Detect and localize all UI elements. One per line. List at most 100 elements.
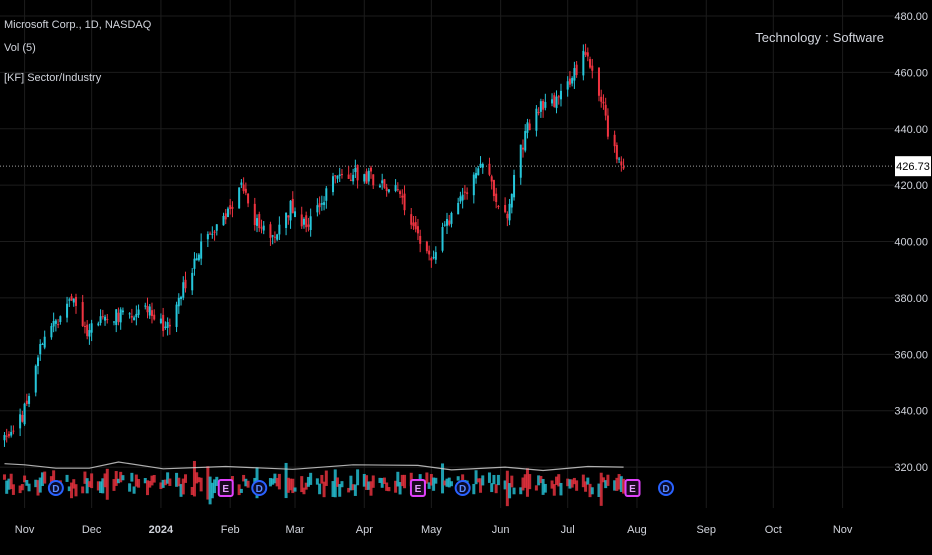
dividend-marker[interactable]: D: [251, 480, 268, 496]
candle: [410, 207, 413, 230]
dividend-marker[interactable]: D: [454, 480, 471, 496]
volume-bar: [418, 474, 422, 482]
candle-body: [318, 203, 321, 208]
volume-bar: [197, 477, 201, 483]
candle: [528, 119, 531, 131]
volume-bar: [128, 483, 132, 492]
candle: [544, 93, 547, 111]
earnings-marker[interactable]: E: [217, 479, 234, 497]
price-tick-label: 460.00: [894, 67, 928, 79]
candle-body: [365, 171, 368, 184]
volume-bar: [11, 484, 15, 495]
candle: [443, 221, 446, 227]
candle-body: [383, 179, 386, 188]
price-tick-label: 420.00: [894, 180, 928, 192]
price-tick-label: 440.00: [894, 124, 928, 136]
candle-body: [25, 400, 28, 404]
candle-body: [309, 216, 312, 231]
candle: [164, 321, 167, 330]
candle-body: [387, 189, 390, 192]
candle-body: [508, 203, 511, 221]
volume-bar: [175, 472, 179, 487]
volume-bar: [403, 474, 407, 489]
volume-bar: [606, 474, 610, 486]
candle-body: [591, 65, 594, 71]
candle: [365, 168, 368, 184]
candle-body: [206, 234, 209, 240]
candle-body: [276, 234, 279, 240]
symbol-legend[interactable]: Microsoft Corp., 1D, NASDAQ: [4, 19, 152, 31]
candle: [387, 189, 390, 194]
candle-body: [150, 310, 153, 317]
candle-body: [537, 111, 540, 114]
volume-bar: [103, 473, 107, 488]
candle-body: [269, 224, 272, 238]
candle: [146, 297, 149, 319]
volume-legend[interactable]: Vol (5): [4, 42, 36, 54]
candle-body: [146, 306, 149, 313]
volume-bar: [570, 479, 574, 488]
candle: [316, 198, 319, 217]
volume-bar: [18, 485, 22, 494]
volume-bar: [432, 477, 436, 491]
candle-body: [99, 316, 102, 323]
candle-body: [463, 191, 466, 193]
earnings-marker[interactable]: E: [409, 479, 426, 497]
earnings-marker[interactable]: E: [624, 479, 641, 497]
candle-body: [497, 205, 500, 207]
candle: [537, 107, 540, 116]
candle: [481, 162, 484, 174]
volume-bar: [351, 484, 355, 491]
candle-body: [177, 297, 180, 307]
candle-body: [115, 309, 118, 325]
volume-bar: [215, 476, 219, 486]
candle: [338, 167, 341, 182]
candle-body: [443, 224, 446, 226]
candle: [269, 221, 272, 246]
volume-bar: [347, 487, 351, 493]
candle: [206, 231, 209, 248]
marker-label: D: [662, 484, 669, 495]
candlestick-plot: D D D DE E E: [0, 0, 894, 508]
candle-body: [381, 180, 384, 184]
candle-body: [12, 430, 15, 432]
candle-body: [336, 175, 339, 179]
time-axis[interactable]: Nov Dec 2024 Feb Mar Apr May Jun Jul Aug Sep Oct Nov: [0, 508, 894, 550]
candle: [305, 211, 308, 233]
volume-bar: [152, 474, 156, 483]
volume-bar: [496, 474, 500, 486]
candle: [519, 144, 522, 185]
candle: [559, 83, 562, 107]
volume-bar: [293, 487, 297, 492]
candle-body: [492, 180, 495, 197]
price-axis[interactable]: 320.00 340.00 360.00 380.00 400.00 420.00 440.…: [894, 0, 932, 508]
candle-body: [195, 258, 198, 261]
candle-body: [571, 78, 574, 84]
candle-body: [457, 202, 460, 215]
volume-bar: [537, 475, 541, 486]
candle-body: [83, 326, 86, 328]
candle-body: [166, 322, 169, 328]
dividend-marker[interactable]: D: [47, 480, 64, 496]
volume-bar: [356, 469, 360, 486]
candle: [597, 67, 600, 102]
candle: [135, 305, 138, 326]
time-tick-label: Nov: [833, 524, 853, 536]
price-tick-label: 340.00: [894, 406, 928, 418]
candle: [5, 428, 8, 443]
candle-body: [117, 312, 120, 322]
candle-body: [461, 194, 464, 201]
candle: [25, 393, 28, 406]
volume-bar: [525, 468, 529, 497]
candle-body: [197, 254, 200, 261]
candle: [276, 233, 279, 242]
volume-bar: [487, 472, 491, 483]
candle-body: [5, 435, 8, 437]
candle: [535, 105, 538, 137]
volume-bar: [492, 474, 496, 485]
dividend-marker[interactable]: D: [658, 480, 675, 496]
indicator-legend[interactable]: [KF] Sector/Industry: [4, 72, 102, 84]
time-tick-label: Oct: [765, 524, 782, 536]
candle: [347, 166, 350, 179]
